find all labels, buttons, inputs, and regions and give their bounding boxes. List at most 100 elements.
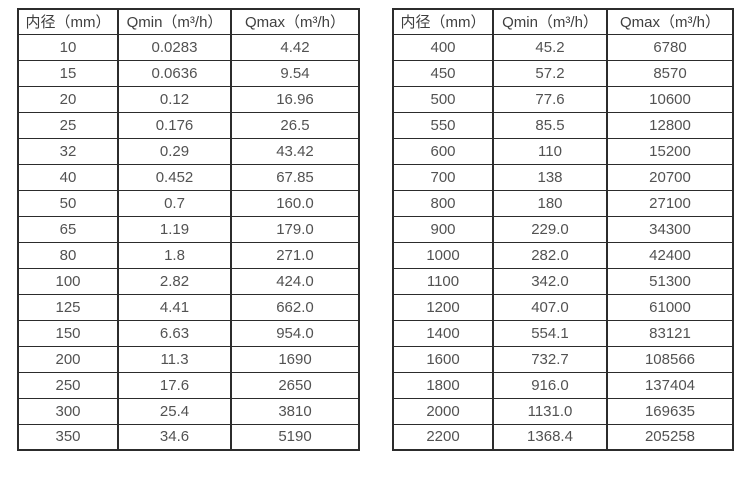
table-cell: 350: [17, 423, 119, 451]
table-row: 1400 554.1 83121: [392, 319, 734, 347]
header-row: 内径（mm） Qmin（m³/h） Qmax（m³/h）: [17, 8, 360, 35]
table-row: 10 0.0283 4.42: [17, 33, 360, 61]
table-cell: 61000: [606, 293, 734, 321]
table-cell: 34300: [606, 215, 734, 243]
table-cell: 15200: [606, 137, 734, 165]
table-row: 300 25.4 3810: [17, 397, 360, 425]
table-cell: 100: [17, 267, 119, 295]
table-row: 125 4.41 662.0: [17, 293, 360, 321]
header-inner-diameter: 内径（mm）: [392, 8, 494, 35]
table-row: 1200 407.0 61000: [392, 293, 734, 321]
table-cell: 43.42: [230, 137, 360, 165]
table-cell: 900: [392, 215, 494, 243]
table-cell: 27100: [606, 189, 734, 217]
table-row: 1600 732.7 108566: [392, 345, 734, 373]
table-row: 250 17.6 2650: [17, 371, 360, 399]
table-row: 150 6.63 954.0: [17, 319, 360, 347]
table-cell: 16.96: [230, 85, 360, 113]
table-row: 50 0.7 160.0: [17, 189, 360, 217]
table-row: 20 0.12 16.96: [17, 85, 360, 113]
table-row: 1000 282.0 42400: [392, 241, 734, 269]
table-cell: 138: [492, 163, 608, 191]
table-cell: 916.0: [492, 371, 608, 399]
table-cell: 45.2: [492, 33, 608, 61]
table-cell: 17.6: [117, 371, 232, 399]
table-cell: 0.12: [117, 85, 232, 113]
table-row: 550 85.5 12800: [392, 111, 734, 139]
header-qmax: Qmax（m³/h）: [606, 8, 734, 35]
table-cell: 25.4: [117, 397, 232, 425]
table-cell: 34.6: [117, 423, 232, 451]
table-cell: 51300: [606, 267, 734, 295]
table-cell: 3810: [230, 397, 360, 425]
table-cell: 80: [17, 241, 119, 269]
table-cell: 67.85: [230, 163, 360, 191]
table-cell: 954.0: [230, 319, 360, 347]
table-cell: 125: [17, 293, 119, 321]
table-cell: 424.0: [230, 267, 360, 295]
header-qmin: Qmin（m³/h）: [117, 8, 232, 35]
table-cell: 137404: [606, 371, 734, 399]
table-cell: 2650: [230, 371, 360, 399]
table-row: 350 34.6 5190: [17, 423, 360, 451]
table-cell: 550: [392, 111, 494, 139]
table-row: 500 77.6 10600: [392, 85, 734, 113]
table-cell: 450: [392, 59, 494, 87]
table-row: 600 110 15200: [392, 137, 734, 165]
table-cell: 1690: [230, 345, 360, 373]
table-cell: 342.0: [492, 267, 608, 295]
table-cell: 2200: [392, 423, 494, 451]
table-cell: 20700: [606, 163, 734, 191]
table-cell: 1800: [392, 371, 494, 399]
table-cell: 85.5: [492, 111, 608, 139]
table-cell: 0.7: [117, 189, 232, 217]
table-cell: 800: [392, 189, 494, 217]
table-cell: 0.452: [117, 163, 232, 191]
table-cell: 4.41: [117, 293, 232, 321]
table-cell: 2.82: [117, 267, 232, 295]
table-cell: 83121: [606, 319, 734, 347]
table-cell: 205258: [606, 423, 734, 451]
table-cell: 108566: [606, 345, 734, 373]
table-cell: 0.0636: [117, 59, 232, 87]
table-cell: 200: [17, 345, 119, 373]
table-row: 800 180 27100: [392, 189, 734, 217]
table-body: 10 0.0283 4.42 15 0.0636 9.54 20 0.12 16.96 25 0.1…: [17, 33, 360, 451]
table-cell: 26.5: [230, 111, 360, 139]
table-cell: 1131.0: [492, 397, 608, 425]
table-cell: 150: [17, 319, 119, 347]
table-row: 25 0.176 26.5: [17, 111, 360, 139]
table-cell: 11.3: [117, 345, 232, 373]
table-cell: 400: [392, 33, 494, 61]
table-cell: 1000: [392, 241, 494, 269]
table-cell: 77.6: [492, 85, 608, 113]
table-cell: 1100: [392, 267, 494, 295]
header-qmax: Qmax（m³/h）: [230, 8, 360, 35]
table-cell: 15: [17, 59, 119, 87]
table-row: 80 1.8 271.0: [17, 241, 360, 269]
table-row: 65 1.19 179.0: [17, 215, 360, 243]
table-row: 400 45.2 6780: [392, 33, 734, 61]
table-cell: 50: [17, 189, 119, 217]
table-cell: 300: [17, 397, 119, 425]
table-cell: 32: [17, 137, 119, 165]
table-row: 700 138 20700: [392, 163, 734, 191]
table-body: 400 45.2 6780 450 57.2 8570 500 77.6 10600 550 85.…: [392, 33, 734, 451]
table-cell: 732.7: [492, 345, 608, 373]
table-cell: 1200: [392, 293, 494, 321]
flow-table-large-diameters: 内径（mm） Qmin（m³/h） Qmax（m³/h） 400 45.2 6780…: [392, 8, 734, 451]
table-cell: 662.0: [230, 293, 360, 321]
table-cell: 1600: [392, 345, 494, 373]
table-cell: 25: [17, 111, 119, 139]
table-cell: 5190: [230, 423, 360, 451]
table-cell: 160.0: [230, 189, 360, 217]
table-cell: 0.29: [117, 137, 232, 165]
table-cell: 1.8: [117, 241, 232, 269]
table-cell: 10600: [606, 85, 734, 113]
table-cell: 110: [492, 137, 608, 165]
table-cell: 271.0: [230, 241, 360, 269]
table-cell: 169635: [606, 397, 734, 425]
flow-table-small-diameters: 内径（mm） Qmin（m³/h） Qmax（m³/h） 10 0.0283 4.4…: [17, 8, 360, 451]
table-cell: 57.2: [492, 59, 608, 87]
table-cell: 8570: [606, 59, 734, 87]
